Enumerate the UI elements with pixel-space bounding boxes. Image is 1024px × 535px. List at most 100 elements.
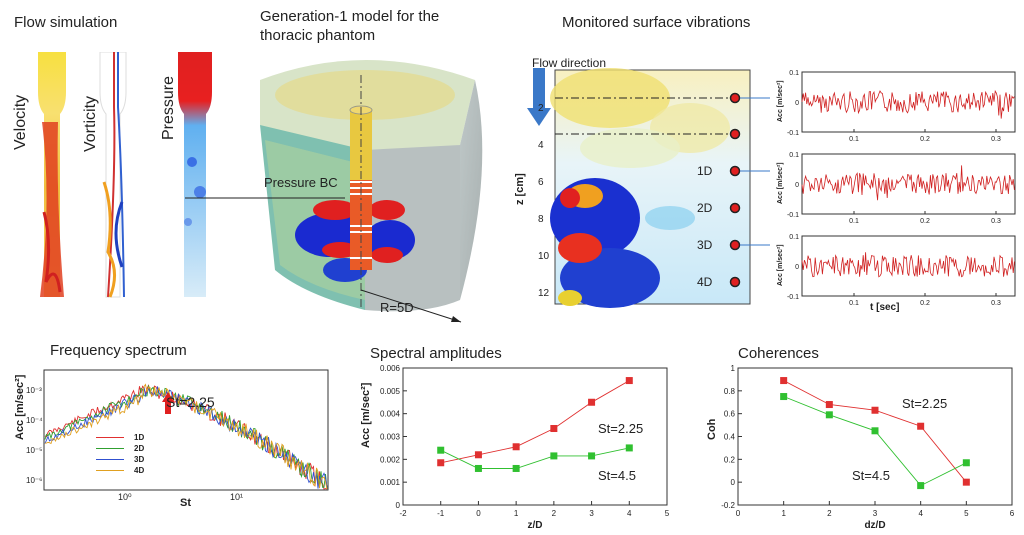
legend-entry: 4D <box>96 465 144 476</box>
data-point <box>437 446 445 454</box>
timeseries-panel: 0.1 0 -0.1 0.1 0.2 0.3 Acc [m/sec²] <box>777 70 1016 143</box>
xtick-label: 3 <box>873 509 878 518</box>
z-tick: 6 <box>538 177 544 188</box>
series-label: St=2.25 <box>598 421 643 436</box>
ytick-label: 0.004 <box>380 410 401 419</box>
spectrum-chart <box>43 369 329 491</box>
model-title-line2: thoracic phantom <box>260 27 376 44</box>
data-point <box>588 398 596 406</box>
xtick-label: 6 <box>1010 509 1015 518</box>
xtick-label: 3 <box>589 509 594 518</box>
ytick-label: 0.8 <box>724 387 736 396</box>
timeseries-xtick: 0.2 <box>920 218 930 225</box>
legend-entry: 2D <box>96 443 144 454</box>
data-point <box>550 425 558 433</box>
z-tick: 8 <box>538 214 544 225</box>
flow-sim-title: Flow simulation <box>14 14 118 31</box>
timeseries-ytick: 0.1 <box>789 234 799 241</box>
legend-label: 2D <box>134 444 145 453</box>
radius-label: R=5D <box>380 300 414 315</box>
ytick-label: 0.003 <box>380 433 401 442</box>
timeseries-ytick: -0.1 <box>787 212 799 219</box>
ytick-label: 0.2 <box>724 455 736 464</box>
timeseries-ylabel: Acc [m/sec²] <box>777 244 784 286</box>
data-point <box>917 482 925 490</box>
timeseries-xtick: 0.1 <box>849 136 859 143</box>
xtick-label: 5 <box>964 509 969 518</box>
xtick-label: 0 <box>476 509 481 518</box>
xtick-label: 1 <box>514 509 519 518</box>
probe-label-2d: 2D <box>697 201 713 215</box>
data-point <box>625 444 633 452</box>
amplitudes-title: Spectral amplitudes <box>370 345 502 362</box>
xtick-label: 2 <box>827 509 832 518</box>
pressure-bc-leader <box>185 197 345 199</box>
legend-label: 4D <box>134 466 145 475</box>
timeseries-xtick: 0.1 <box>849 218 859 225</box>
timeseries-xtick: 0.3 <box>991 136 1001 143</box>
legend-swatch <box>96 459 124 460</box>
series-line <box>440 447 630 469</box>
legend-entry: 1D <box>96 432 144 443</box>
flow-direction-arrow <box>527 68 551 126</box>
timeseries-frame <box>801 153 1016 215</box>
timeseries-ytick: 0.1 <box>789 152 799 159</box>
data-point <box>871 406 879 414</box>
spectrum-ytick: 10⁻⁵ <box>26 446 43 455</box>
spectrum-xtick: 10¹ <box>230 492 244 502</box>
velocity-label: Velocity <box>12 94 29 150</box>
data-point <box>962 459 970 467</box>
series-label: St=4.5 <box>852 468 890 483</box>
timeseries-panel: 0.1 0 -0.1 0.1 0.2 0.3 Acc [m/sec²] <box>777 234 1016 307</box>
coherences-title: Coherences <box>738 345 819 362</box>
xtick-label: 0 <box>736 509 741 518</box>
data-point <box>871 427 879 435</box>
ytick-label: 0.002 <box>380 455 401 464</box>
timeseries-xtick: 0.2 <box>920 300 930 307</box>
spectrum-trace <box>44 383 328 490</box>
spectrum-ylabel: Acc [m/sec²] <box>14 374 26 440</box>
legend-swatch <box>96 448 124 449</box>
data-point <box>825 401 833 409</box>
timeseries-ytick: 0 <box>795 100 799 107</box>
spectrum-xtick: 10⁰ <box>118 492 132 502</box>
ytick-label: -0.2 <box>721 501 735 510</box>
ytick-label: 0.4 <box>724 433 736 442</box>
ytick-label: 0.001 <box>380 478 401 487</box>
timeseries-ytick: -0.1 <box>787 294 799 301</box>
spectrum-yticks: 10⁻³ 10⁻⁴ 10⁻⁵ 10⁻⁶ <box>26 376 43 496</box>
spectrum-title: Frequency spectrum <box>50 342 187 359</box>
ytick-label: 0.005 <box>380 387 401 396</box>
timeseries-trace <box>801 252 1015 278</box>
data-point <box>780 393 788 401</box>
xtick-label: 2 <box>552 509 557 518</box>
x-axis-label: dz/D <box>864 520 885 531</box>
series-label: St=2.25 <box>902 396 947 411</box>
ytick-label: 1 <box>731 364 736 373</box>
ytick-label: 0.006 <box>380 364 401 373</box>
data-point <box>474 451 482 459</box>
data-point <box>917 422 925 430</box>
timeseries-trace <box>801 165 1015 201</box>
timeseries-ytick: 0 <box>795 264 799 271</box>
z-tick: 4 <box>538 140 544 151</box>
spectrum-ytick: 10⁻⁴ <box>26 416 43 425</box>
surface-title: Monitored surface vibrations <box>562 14 751 31</box>
z-tick: 2 <box>538 103 544 114</box>
model-title-line1: Generation-1 model for the <box>260 8 440 25</box>
data-point <box>437 459 445 467</box>
ytick-label: 0.6 <box>724 410 736 419</box>
probe-label-4d: 4D <box>697 275 713 289</box>
legend-entry: 3D <box>96 454 144 465</box>
z-tick: 12 <box>538 288 550 299</box>
surface-contour <box>550 68 770 308</box>
legend-swatch <box>96 437 124 438</box>
data-point <box>825 411 833 419</box>
vorticity-label: Vorticity <box>82 95 99 152</box>
xtick-label: -2 <box>399 509 407 518</box>
x-axis-label: z/D <box>528 520 543 531</box>
xtick-label: 1 <box>781 509 786 518</box>
phantom-model-image <box>260 60 483 323</box>
legend-label: 3D <box>134 455 145 464</box>
